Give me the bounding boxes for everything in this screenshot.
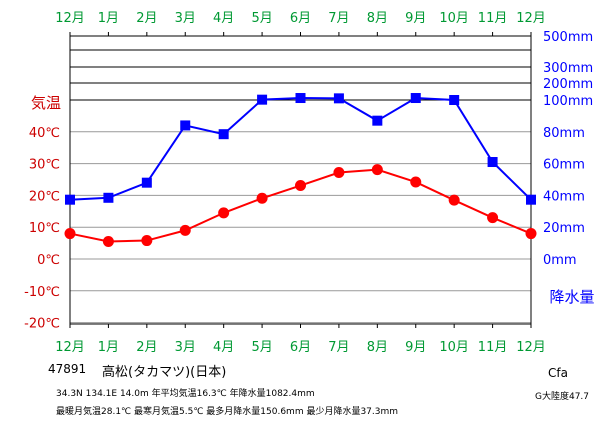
month-label-top: 12月 bbox=[516, 11, 546, 26]
temperature-point bbox=[102, 236, 114, 248]
month-label-bottom: 12月 bbox=[55, 340, 85, 355]
bottom-month-labels: 12月 1月 2月 3月 4月 5月 6月 7月 8月 9月 10月 11月 12月 bbox=[55, 340, 546, 355]
month-label-bottom: 9月 bbox=[405, 340, 426, 355]
station-summary: 34.3N 134.1E 14.0m 年平均気温16.3℃ 年降水量1082.4… bbox=[56, 389, 315, 399]
month-label-bottom: 8月 bbox=[367, 340, 388, 355]
precipitation-tick-label: 100mm bbox=[543, 94, 593, 109]
temperature-point bbox=[410, 176, 422, 188]
precipitation-point bbox=[526, 194, 536, 205]
temperature-tick-label: -20℃ bbox=[24, 317, 60, 332]
month-label-top: 5月 bbox=[251, 11, 272, 26]
temperature-tick-label: 0℃ bbox=[37, 253, 60, 268]
station-name: 高松(タカマツ)(日本) bbox=[102, 365, 227, 380]
month-label-bottom: 12月 bbox=[516, 340, 546, 355]
month-label-top: 4月 bbox=[213, 11, 234, 26]
station-extremes: 最暖月気温28.1℃ 最寒月気温5.5℃ 最多月降水量150.6mm 最少月降水… bbox=[56, 407, 399, 417]
precipitation-series bbox=[65, 93, 536, 205]
month-label-bottom: 10月 bbox=[439, 340, 469, 355]
month-label-top: 2月 bbox=[136, 11, 157, 26]
climate-class: Cfa bbox=[548, 366, 568, 380]
temperature-point bbox=[295, 180, 306, 192]
month-label-bottom: 4月 bbox=[213, 340, 234, 355]
precipitation-point bbox=[410, 93, 421, 104]
precipitation-point bbox=[180, 120, 191, 131]
temperature-point bbox=[525, 228, 537, 240]
month-label-top: 1月 bbox=[98, 11, 119, 26]
temperature-point bbox=[179, 224, 191, 236]
month-label-bottom: 5月 bbox=[251, 340, 272, 355]
month-label-bottom: 2月 bbox=[136, 340, 157, 355]
temperature-axis-title: 気温 bbox=[31, 94, 61, 112]
month-label-top: 7月 bbox=[328, 11, 349, 26]
top-month-labels: 12月 1月 2月 3月 4月 5月 6月 7月 8月 9月 10月 11月 12月 bbox=[55, 11, 546, 26]
precipitation-point bbox=[103, 192, 114, 203]
precipitation-point bbox=[257, 94, 268, 105]
month-label-top: 8月 bbox=[367, 11, 388, 26]
precipitation-tick-label: 500mm bbox=[543, 30, 593, 45]
temperature-point bbox=[487, 212, 499, 224]
month-label-top: 6月 bbox=[290, 11, 311, 26]
temperature-tick-label: 40℃ bbox=[29, 126, 60, 141]
precipitation-tick-label: 200mm bbox=[543, 77, 593, 92]
precipitation-point bbox=[218, 129, 229, 140]
precipitation-point bbox=[295, 93, 306, 104]
month-label-bottom: 1月 bbox=[98, 340, 119, 355]
precipitation-point bbox=[141, 177, 152, 188]
precipitation-axis-labels: 500mm 300mm 100mm 80mm 60mm 40mm 20mm 0mm 200mm bbox=[543, 30, 593, 268]
temperature-tick-label: -10℃ bbox=[24, 285, 60, 300]
precipitation-point bbox=[372, 115, 383, 126]
temperature-point bbox=[256, 192, 268, 204]
temperature-point bbox=[218, 207, 230, 219]
precipitation-tick-label: 40mm bbox=[543, 189, 585, 204]
temperature-point bbox=[141, 235, 153, 247]
precipitation-tick-label: 20mm bbox=[543, 221, 585, 236]
temperature-tick-label: 30℃ bbox=[29, 158, 60, 173]
month-label-top: 9月 bbox=[405, 11, 426, 26]
month-label-bottom: 3月 bbox=[175, 340, 196, 355]
temperature-point bbox=[371, 164, 383, 176]
precipitation-tick-label: 80mm bbox=[543, 126, 585, 141]
continentality: G大陸度47.7 bbox=[535, 392, 590, 402]
grid bbox=[70, 35, 531, 324]
precipitation-point bbox=[449, 95, 460, 105]
station-id: 47891 bbox=[48, 362, 87, 376]
axes bbox=[69, 32, 532, 328]
precipitation-point bbox=[333, 93, 344, 104]
month-label-top: 11月 bbox=[478, 11, 508, 26]
temperature-point bbox=[64, 228, 76, 240]
precipitation-tick-label: 300mm bbox=[543, 61, 593, 76]
month-label-bottom: 11月 bbox=[478, 340, 508, 355]
precipitation-point bbox=[487, 157, 498, 168]
precipitation-axis-title: 降水量 bbox=[549, 288, 594, 306]
temperature-point bbox=[448, 194, 460, 206]
month-label-bottom: 7月 bbox=[328, 340, 349, 355]
precipitation-point bbox=[65, 194, 75, 205]
temperature-axis-labels: 40℃ 30℃ 20℃ 10℃ 0℃ -10℃ -20℃ bbox=[24, 126, 60, 332]
precipitation-tick-label: 0mm bbox=[543, 253, 577, 268]
temperature-tick-label: 10℃ bbox=[29, 221, 60, 236]
precipitation-tick-label: 60mm bbox=[543, 158, 585, 173]
month-label-top: 10月 bbox=[439, 11, 469, 26]
temperature-tick-label: 20℃ bbox=[29, 189, 60, 204]
month-label-bottom: 6月 bbox=[290, 340, 311, 355]
month-label-top: 12月 bbox=[55, 11, 85, 26]
temperature-point bbox=[333, 167, 345, 179]
temperature-series bbox=[64, 164, 537, 248]
month-label-top: 3月 bbox=[175, 11, 196, 26]
